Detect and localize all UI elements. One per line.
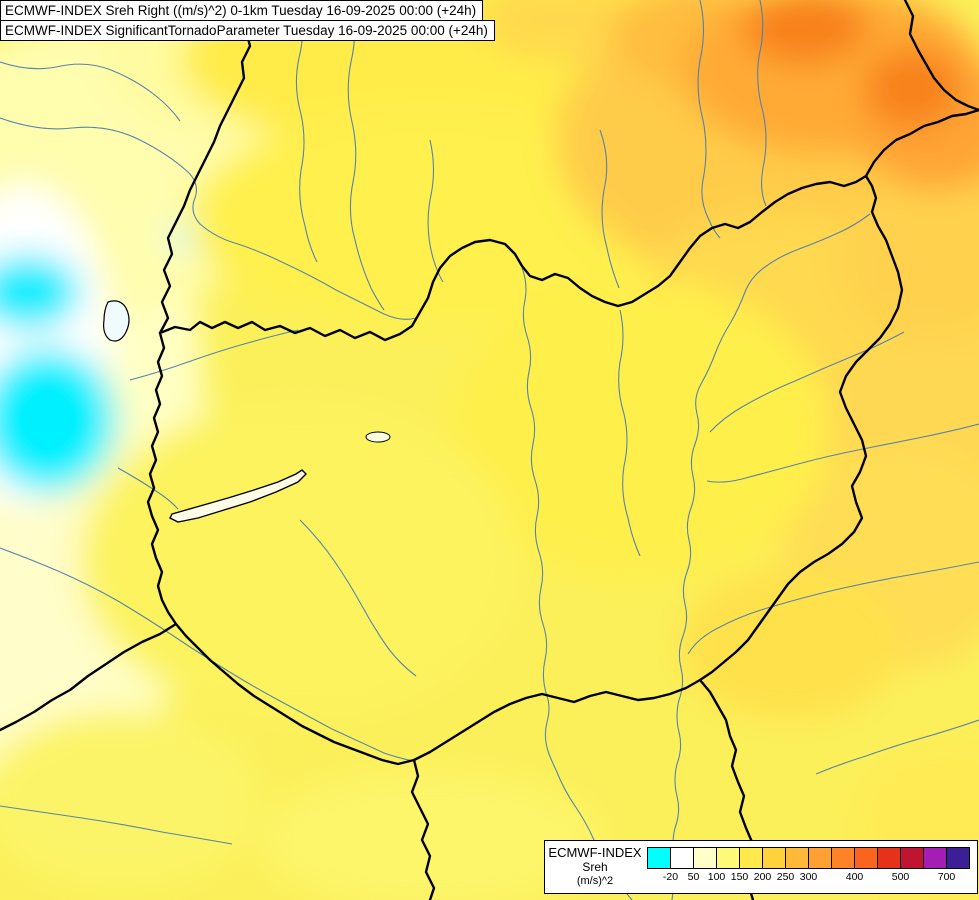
legend-cell bbox=[671, 848, 694, 868]
legend-cell bbox=[924, 848, 947, 868]
river-nitra bbox=[295, 0, 318, 263]
legend-ticks: -20 50 100 150 200 250 300 400 500 700 bbox=[645, 841, 977, 893]
cyan-region-2 bbox=[0, 348, 116, 492]
legend-cell bbox=[717, 848, 740, 868]
river-drava bbox=[0, 547, 415, 762]
gold-spot-south bbox=[680, 570, 900, 720]
legend-parameter-label: Sreh bbox=[582, 860, 608, 875]
river-southeast-stream bbox=[815, 719, 979, 775]
river-austria-stream bbox=[0, 61, 181, 122]
legend-cell bbox=[648, 848, 671, 868]
border-poland-topright bbox=[903, 0, 979, 112]
yellow-region-bottom bbox=[260, 770, 600, 900]
border-austria-north bbox=[158, 0, 256, 335]
legend-labels: ECMWF-INDEX Sreh (m/s)^2 bbox=[545, 841, 645, 893]
river-sava bbox=[0, 805, 233, 845]
legend-cell bbox=[832, 848, 855, 868]
river-danube-south bbox=[521, 267, 557, 771]
border-croatia-serbia bbox=[410, 758, 436, 900]
river-zala bbox=[117, 467, 179, 510]
map-title-secondary-text: ECMWF-INDEX SignificantTornadoParameter … bbox=[5, 23, 488, 38]
legend-model-label: ECMWF-INDEX bbox=[548, 845, 642, 861]
legend-tick-label: 250 bbox=[776, 871, 795, 883]
legend-cell bbox=[694, 848, 717, 868]
legend-cell bbox=[855, 848, 878, 868]
legend-tick-label: -20 bbox=[662, 871, 679, 883]
cyan-region-1 bbox=[0, 254, 80, 330]
border-croatia-slovenia bbox=[0, 622, 178, 732]
hungary-border bbox=[146, 174, 904, 766]
legend-tick-label: 500 bbox=[891, 871, 910, 883]
river-sio bbox=[299, 519, 417, 677]
legend-tick-label: 700 bbox=[937, 871, 956, 883]
map-title-primary: ECMWF-INDEX Sreh Right ((m/s)^2) 0-1km T… bbox=[0, 0, 484, 21]
border-slovakia-ukraine bbox=[864, 108, 979, 178]
river-tisza bbox=[671, 213, 871, 900]
lake-ferto bbox=[103, 300, 130, 342]
map-title-primary-text: ECMWF-INDEX Sreh Right ((m/s)^2) 0-1km T… bbox=[5, 3, 477, 18]
legend-units-label: (m/s)^2 bbox=[576, 875, 614, 888]
legend-tick-label: 200 bbox=[753, 871, 772, 883]
legend-cell bbox=[763, 848, 786, 868]
legend-cell bbox=[809, 848, 832, 868]
yellow-region-center bbox=[80, 400, 520, 720]
legend-tick-label: 100 bbox=[707, 871, 726, 883]
legend-colorbar bbox=[647, 847, 970, 869]
river-vah bbox=[347, 0, 385, 311]
river-danube-upper bbox=[0, 117, 417, 320]
lake-velence bbox=[365, 431, 391, 443]
legend-tick-label: 300 bbox=[799, 871, 818, 883]
river-koros bbox=[706, 423, 979, 483]
river-ipoly bbox=[599, 129, 620, 289]
lake-balaton bbox=[169, 469, 307, 523]
lakes bbox=[103, 300, 391, 523]
legend-cell bbox=[786, 848, 809, 868]
river-maros bbox=[687, 561, 979, 655]
yellow-region-bottomleft bbox=[0, 710, 260, 890]
deep-orange-region-1 bbox=[743, 0, 867, 64]
legend-cell bbox=[740, 848, 763, 868]
legend-tick-label: 50 bbox=[687, 871, 700, 883]
yellow-region-center-east bbox=[450, 280, 830, 580]
legend-tick-label: 150 bbox=[730, 871, 749, 883]
legend: ECMWF-INDEX Sreh (m/s)^2 -20 50 100 150 200 2… bbox=[544, 840, 978, 894]
map-title-secondary: ECMWF-INDEX SignificantTornadoParameter … bbox=[0, 20, 495, 41]
legend-cell bbox=[901, 848, 924, 868]
river-zagyva bbox=[618, 309, 641, 557]
river-bodrog bbox=[757, 0, 767, 207]
legend-cell bbox=[947, 848, 969, 868]
deep-orange-region-2 bbox=[864, 48, 960, 128]
gold-spot-top bbox=[480, 0, 640, 60]
river-hernad bbox=[697, 0, 721, 239]
legend-cell bbox=[878, 848, 901, 868]
legend-tick-label: 400 bbox=[845, 871, 864, 883]
